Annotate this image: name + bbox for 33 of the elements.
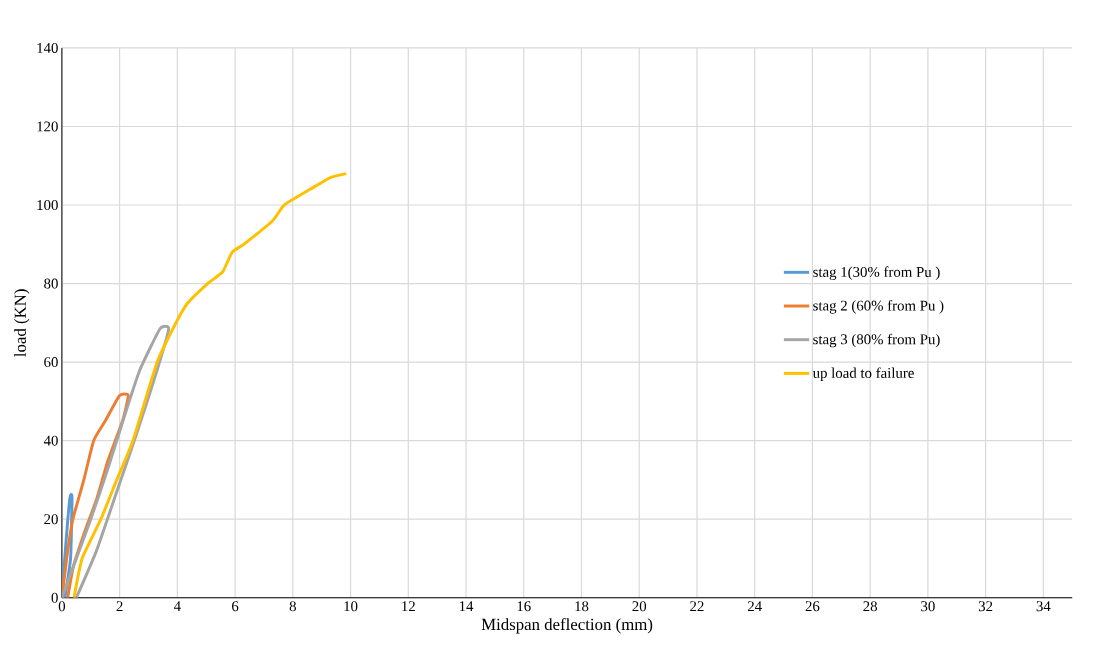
x-axis-title: Midspan deflection (mm) — [481, 618, 653, 634]
x-tick-label: 10 — [344, 601, 358, 612]
x-tick-label: 12 — [402, 601, 415, 612]
y-tick-label: 60 — [44, 357, 58, 368]
x-tick-label: 22 — [690, 601, 704, 612]
x-tick-label: 4 — [173, 601, 181, 612]
x-tick-label: 24 — [747, 601, 762, 612]
y-tick-label: 100 — [37, 200, 58, 211]
x-tick-label: 26 — [805, 601, 820, 612]
y-tick-label: 20 — [44, 514, 58, 525]
x-tick-label: 8 — [289, 601, 296, 612]
y-tick-label: 80 — [44, 278, 58, 289]
x-tick-label: 2 — [116, 601, 123, 612]
y-tick-label: 0 — [51, 592, 58, 603]
legend-label: up load to failure — [812, 367, 914, 382]
x-tick-label: 28 — [863, 601, 877, 612]
x-tick-label: 34 — [1036, 601, 1051, 612]
x-tick-label: 14 — [459, 601, 474, 612]
x-tick-label: 0 — [58, 601, 66, 612]
y-tick-label: 40 — [43, 435, 58, 446]
x-tick-label: 32 — [978, 601, 993, 612]
y-tick-label: 120 — [37, 121, 58, 132]
x-tick-label: 18 — [575, 601, 589, 612]
y-axis-title: load (KN) — [14, 289, 30, 357]
legend-label: stag 1(30% from Pu ) — [813, 266, 940, 281]
y-tick-label: 140 — [37, 43, 58, 54]
x-tick-label: 6 — [232, 601, 239, 612]
x-tick-label: 16 — [517, 601, 531, 612]
legend-label: stag 3 (80% from Pu) — [813, 333, 940, 348]
x-tick-label: 20 — [632, 601, 647, 612]
x-tick-label: 30 — [921, 601, 935, 612]
legend-label: stag 2 (60% from Pu ) — [813, 300, 944, 314]
line-series — [72, 172, 348, 598]
